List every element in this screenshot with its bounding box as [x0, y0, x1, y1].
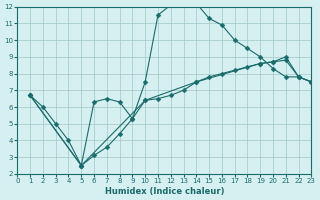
X-axis label: Humidex (Indice chaleur): Humidex (Indice chaleur): [105, 187, 224, 196]
